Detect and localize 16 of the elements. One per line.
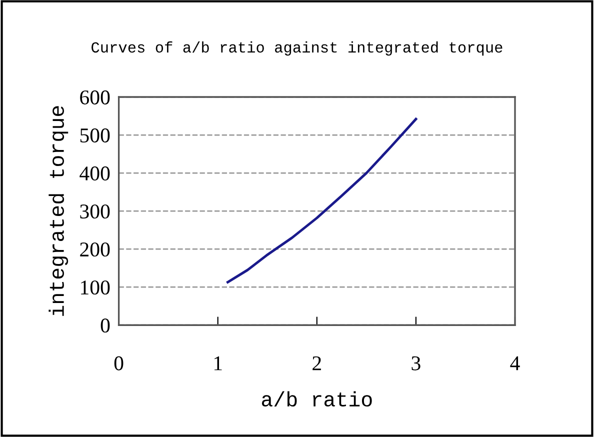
x-tick-label: 4: [510, 356, 520, 370]
y-tick-label: 100: [81, 280, 110, 295]
chart-title: Curves of a/b ratio against integrated torque: [92, 41, 502, 56]
x-tick-label: 2: [312, 356, 321, 370]
x-axis-title: a/b ratio: [262, 391, 372, 407]
x-tick-label: 3: [412, 356, 420, 370]
y-tick-label: 0: [100, 318, 110, 333]
y-tick-label: 200: [80, 242, 110, 257]
y-tick-label: 300: [80, 204, 110, 219]
y-tick-label: 500: [80, 128, 110, 142]
x-tick-label: 0: [114, 356, 124, 370]
y-axis-title: integrated torque: [48, 106, 68, 316]
y-tick-label: 600: [80, 90, 110, 104]
line-series: [226, 118, 418, 284]
y-tick-label: 400: [80, 166, 110, 180]
x-tick-label: 1: [214, 356, 222, 370]
